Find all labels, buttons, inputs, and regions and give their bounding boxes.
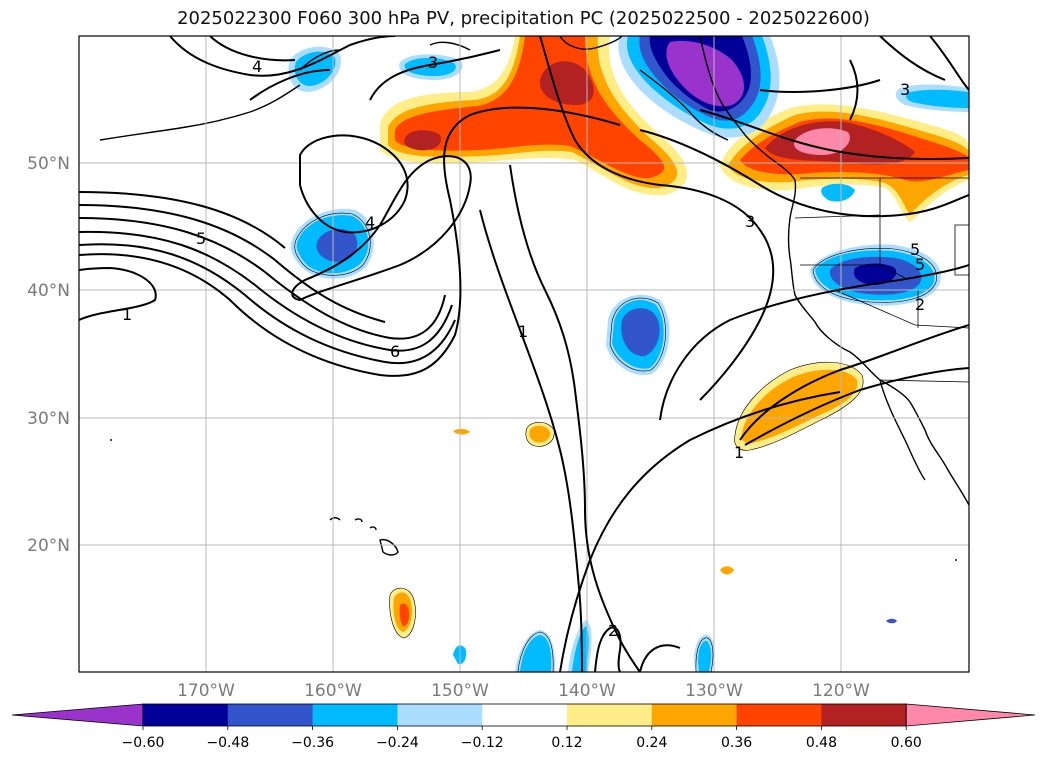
contour-label: 2 — [608, 621, 618, 640]
colorbar-tick-label: −0.60 — [122, 735, 165, 751]
contour-label: 1 — [518, 322, 528, 341]
lon-label-150w: 150°W — [431, 681, 489, 701]
colorbar-tick-label: −0.24 — [376, 735, 419, 751]
colorbar-box — [567, 704, 653, 726]
colorbar-box — [227, 704, 314, 726]
lat-label-40n: 40°N — [27, 281, 70, 301]
contour-label: 4 — [365, 213, 375, 232]
colorbar-tick-label: −0.36 — [291, 735, 334, 751]
colorbar-box — [482, 704, 568, 726]
contour-label: 1 — [122, 305, 132, 324]
state-borders — [794, 177, 969, 383]
contour-label: 5 — [915, 255, 925, 274]
colorbar-box — [821, 704, 907, 726]
map-frame — [78, 35, 970, 673]
lon-label-130w: 130°W — [685, 681, 743, 701]
colorbar-tick-label: 0.60 — [891, 735, 922, 751]
pv-contours — [79, 36, 969, 672]
contour-label: 2 — [915, 295, 925, 314]
colorbar-box — [397, 704, 483, 726]
lon-label-170w: 170°W — [177, 681, 235, 701]
colorbar-border — [142, 703, 907, 727]
colorbar-tick-label: 0.48 — [806, 735, 837, 751]
longitude-labels: 170°W 160°W 150°W 140°W 130°W 120°W — [177, 681, 870, 701]
colorbar-tick-label: −0.12 — [461, 735, 504, 751]
colorbar: −0.60 −0.48 −0.36 −0.24 −0.12 0.12 0.24 0.36 0.4… — [11, 703, 1036, 751]
lon-label-160w: 160°W — [304, 681, 362, 701]
contour-label: 1 — [734, 443, 744, 462]
colorbar-extend-low — [11, 703, 144, 727]
contour-label: 5 — [910, 240, 920, 259]
colorbar-extend-high — [905, 703, 1036, 727]
colorbar-box — [312, 704, 398, 726]
contour-label: 3 — [428, 53, 438, 72]
contour-labels: 4 5 3 5 4 6 1 1 3 5 2 1 2 3 — [122, 53, 925, 640]
coastlines — [99, 36, 969, 561]
colorbar-tick-label: 0.36 — [721, 735, 752, 751]
contour-label: 6 — [390, 342, 400, 361]
colorbar-box — [143, 704, 229, 726]
precip-outlines — [294, 212, 937, 672]
colorbar-box — [651, 704, 738, 726]
contour-label: 5 — [196, 229, 206, 248]
colorbar-box — [736, 704, 822, 726]
lat-label-50n: 50°N — [27, 154, 70, 174]
contour-label: 3 — [745, 212, 755, 231]
lat-label-30n: 30°N — [27, 409, 70, 429]
contour-label: 4 — [252, 57, 262, 76]
lat-label-20n: 20°N — [27, 536, 70, 556]
latitude-labels: 50°N 40°N 30°N 20°N — [27, 154, 70, 556]
contour-label: 3 — [900, 80, 910, 99]
colorbar-tick-label: −0.48 — [206, 735, 249, 751]
lon-label-140w: 140°W — [558, 681, 616, 701]
map-title: 2025022300 F060 300 hPa PV, precipitatio… — [177, 8, 870, 29]
lon-label-120w: 120°W — [812, 681, 870, 701]
colorbar-tick-label: 0.12 — [551, 735, 582, 751]
colorbar-tick-label: 0.24 — [636, 735, 667, 751]
